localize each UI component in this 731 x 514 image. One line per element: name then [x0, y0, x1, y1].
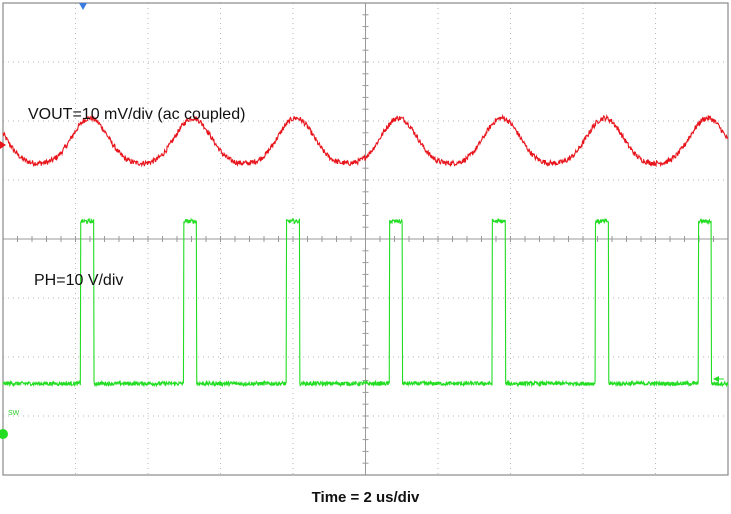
trigger-level-marker	[713, 376, 719, 382]
ch1-ground-marker	[0, 141, 6, 149]
trigger-position-marker	[79, 3, 87, 10]
vout-channel-label: VOUT=10 mV/div (ac coupled)	[28, 106, 246, 123]
oscilloscope-display	[0, 2, 729, 476]
screen-border	[2, 2, 729, 476]
ch2-ground-marker	[0, 429, 8, 439]
grid	[2, 2, 729, 476]
vout-trace	[2, 113, 729, 168]
ph-trace	[2, 217, 729, 388]
x-axis-label: Time = 2 us/div	[311, 489, 420, 506]
ph-channel-label: PH=10 V/div	[34, 272, 124, 289]
sw-channel-tag: SW	[8, 410, 20, 417]
